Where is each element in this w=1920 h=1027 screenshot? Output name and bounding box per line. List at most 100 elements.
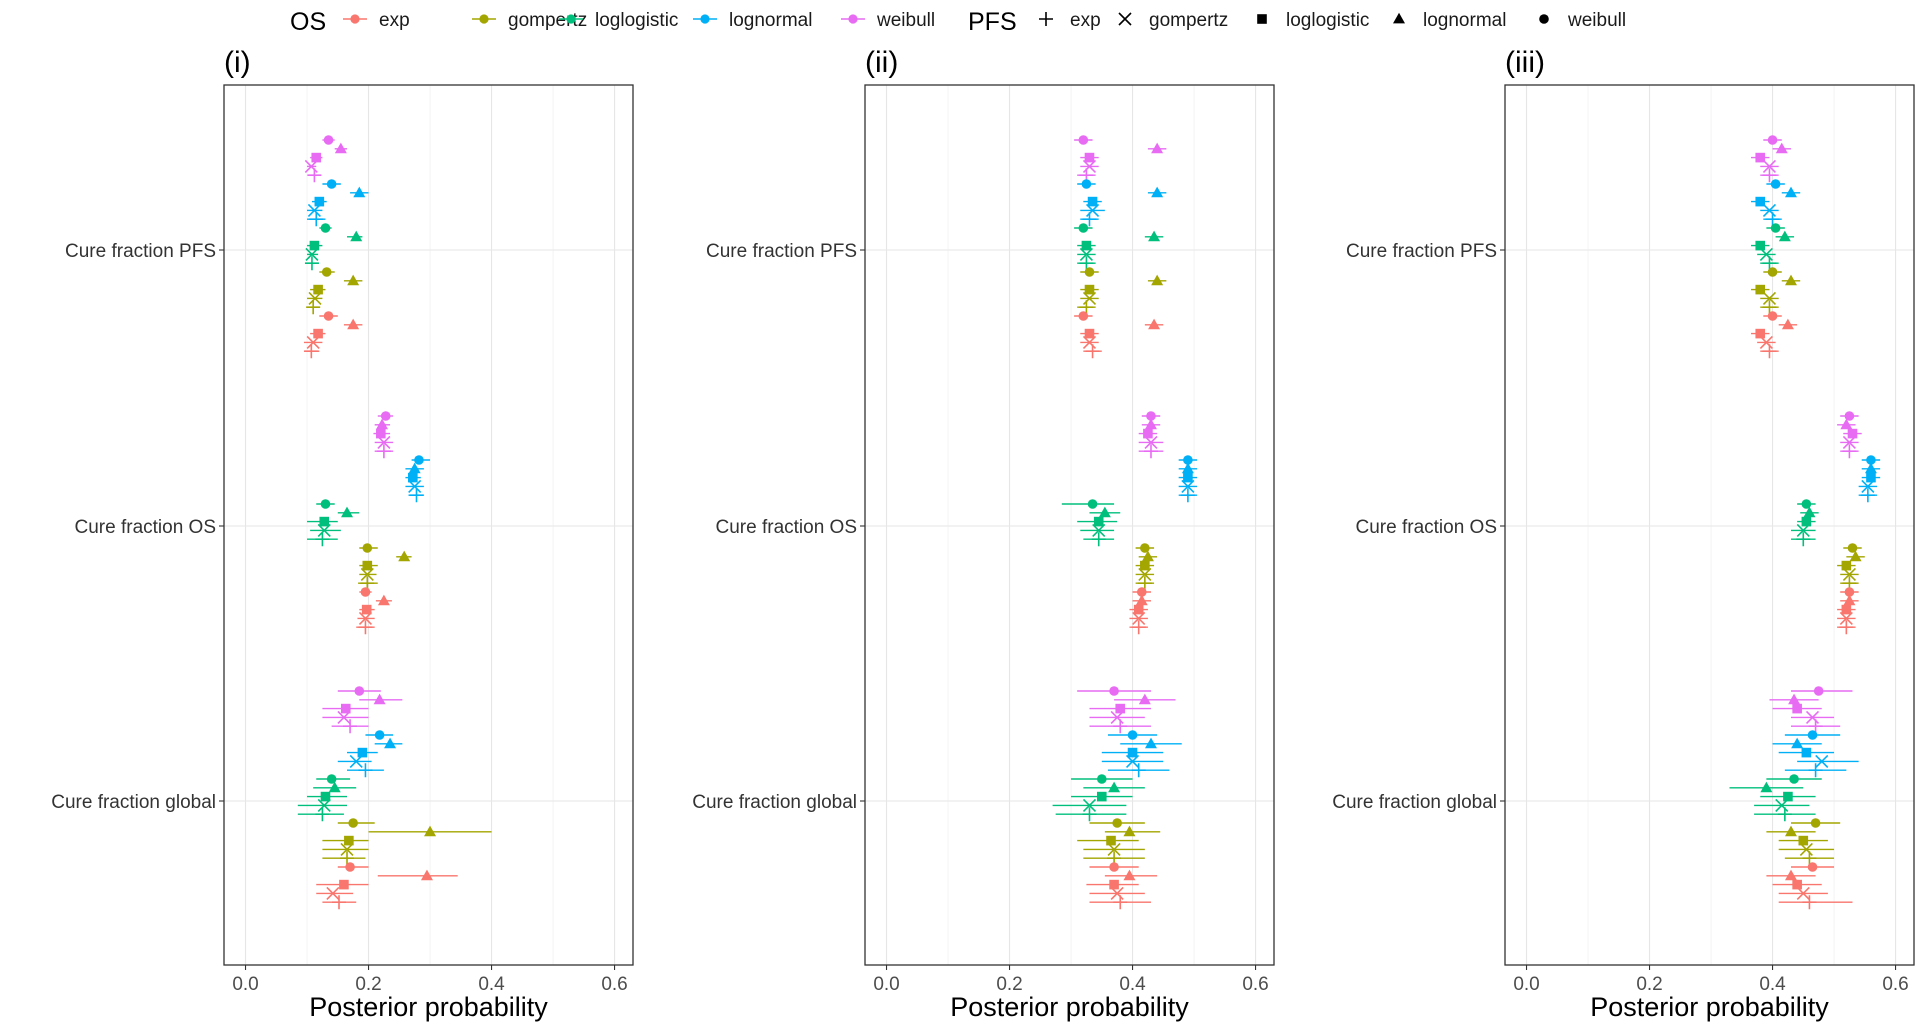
point-gompertz-loglogistic — [1080, 284, 1099, 295]
point-marker — [361, 604, 372, 615]
point-marker — [1866, 472, 1876, 483]
point-loglogistic-weibull — [316, 774, 351, 784]
point-marker — [1802, 895, 1817, 910]
point-marker — [1183, 472, 1193, 483]
point-lognormal-gompertz — [1858, 479, 1878, 493]
point-marker — [307, 203, 321, 217]
legend-pfs-items: exp gompertz loglogistic lognormal weibull — [1039, 10, 1626, 31]
legend-pfs-item-weibull: weibull — [1539, 10, 1626, 31]
point-marker — [1132, 611, 1146, 625]
legend-pfs-symbol — [1539, 14, 1549, 24]
point-loglogistic-lognormal — [1144, 230, 1164, 242]
point-lognormal-weibull — [1077, 179, 1096, 189]
point-exp-weibull — [1790, 862, 1835, 872]
point-marker — [328, 781, 341, 793]
point-marker — [380, 411, 391, 421]
point-marker — [320, 499, 331, 509]
point-gompertz-gompertz — [322, 842, 369, 856]
point-marker — [1762, 168, 1777, 183]
point-marker — [1841, 560, 1852, 571]
panel-background — [1505, 85, 1914, 965]
point-loglogistic-exp — [1077, 256, 1096, 271]
legend-pfs-label: exp — [1070, 10, 1101, 31]
point-loglogistic-gompertz — [1080, 523, 1115, 537]
point-marker — [1839, 620, 1854, 635]
point-gompertz-weibull — [1843, 543, 1862, 553]
point-exp-weibull — [337, 862, 369, 872]
point-marker — [1113, 719, 1128, 734]
point-marker — [1082, 212, 1097, 227]
point-marker — [315, 532, 330, 547]
point-marker — [1759, 247, 1773, 261]
panels: (i) Cure fraction PFS Cure fraction OS Cure… — [51, 46, 1915, 1022]
point-marker — [1789, 774, 1799, 784]
point-exp-lognormal — [377, 869, 458, 881]
point-lognormal-lognormal — [1772, 737, 1822, 749]
point-gompertz-lognormal — [1104, 825, 1161, 837]
point-gompertz-weibull — [1080, 267, 1099, 277]
point-marker — [1762, 291, 1777, 305]
point-marker — [1778, 230, 1791, 242]
point-weibull-gompertz — [304, 159, 318, 173]
point-gompertz-loglogistic — [1077, 835, 1139, 846]
point-loglogistic-weibull — [1797, 499, 1816, 509]
point-loglogistic-loglogistic — [1077, 516, 1118, 527]
point-marker — [1770, 223, 1781, 233]
point-marker — [1796, 886, 1810, 900]
point-marker — [1085, 344, 1100, 359]
point-weibull-weibull — [322, 135, 335, 145]
point-marker — [340, 703, 351, 714]
point-marker — [1082, 335, 1097, 349]
point-marker — [1135, 594, 1148, 606]
point-weibull-exp — [374, 444, 394, 459]
point-lognormal-loglogistic — [1083, 196, 1102, 207]
point-exp-lognormal — [343, 318, 363, 330]
point-gompertz-gompertz — [1135, 567, 1155, 581]
legend-pfs-label: lognormal — [1423, 10, 1506, 31]
point-lognormal-loglogistic — [1751, 196, 1770, 207]
point-gompertz-lognormal — [1846, 550, 1865, 562]
point-lognormal-weibull — [1107, 730, 1158, 740]
point-marker — [1788, 693, 1801, 705]
y-tick-label: Cure fraction global — [692, 792, 857, 813]
point-weibull-exp — [1760, 168, 1779, 183]
y-tick-label: Cure fraction PFS — [1346, 241, 1497, 262]
point-exp-loglogistic — [1086, 879, 1139, 890]
point-gompertz-lognormal — [1766, 825, 1816, 837]
point-marker — [1849, 550, 1862, 562]
point-exp-weibull — [1763, 311, 1782, 321]
point-loglogistic-loglogistic — [1751, 240, 1770, 251]
point-marker — [377, 594, 390, 606]
point-weibull-lognormal — [1772, 142, 1791, 154]
point-marker — [398, 550, 411, 562]
legend-pfs-symbol — [1039, 12, 1053, 26]
point-lognormal-lognormal — [1781, 186, 1801, 198]
point-marker — [408, 479, 422, 493]
panel-1: (i) Cure fraction PFS Cure fraction OS Cure… — [51, 46, 634, 1022]
point-gompertz-loglogistic — [1778, 835, 1828, 846]
legend-pfs-label: gompertz — [1149, 10, 1228, 31]
x-tick-label: 0.6 — [1882, 974, 1908, 995]
point-marker — [306, 300, 321, 315]
point-marker — [349, 754, 363, 768]
point-loglogistic-loglogistic — [1797, 516, 1816, 527]
legend-title-pfs: PFS — [968, 8, 1017, 36]
legend-pfs-label: weibull — [1567, 10, 1626, 31]
point-exp-weibull — [1840, 587, 1859, 597]
point-weibull-weibull — [1077, 686, 1151, 696]
point-marker — [315, 807, 330, 822]
point-loglogistic-lognormal — [1729, 781, 1804, 793]
point-exp-exp — [322, 895, 357, 910]
point-exp-loglogistic — [1751, 328, 1770, 339]
point-marker — [1775, 142, 1788, 154]
point-marker — [309, 240, 320, 251]
point-marker — [314, 196, 325, 207]
point-marker — [1085, 203, 1100, 217]
point-gompertz-lognormal — [368, 825, 492, 837]
point-marker — [345, 862, 355, 872]
point-marker — [1144, 435, 1158, 449]
point-weibull-loglogistic — [1138, 428, 1158, 439]
point-marker — [1801, 499, 1812, 509]
point-marker — [321, 267, 332, 277]
x-axis-title: Posterior probability — [1590, 992, 1829, 1022]
